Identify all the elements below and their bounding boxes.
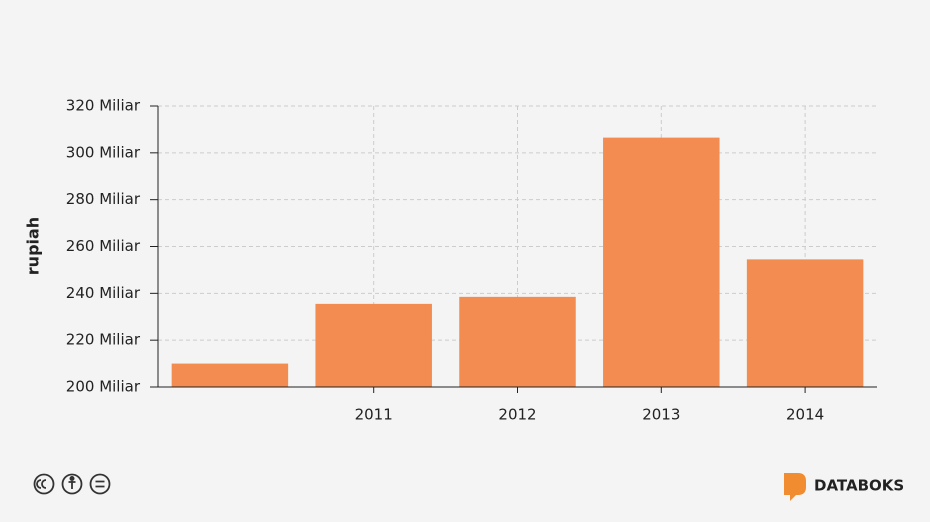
x-tick-label: 2014 (786, 406, 824, 424)
cc-icons (33, 473, 111, 495)
y-axis-label: rupiah (24, 217, 43, 275)
x-tick-label: 2011 (355, 406, 393, 424)
y-tick-label: 260 Miliar (66, 237, 141, 255)
bar (603, 137, 720, 387)
brand-logo (784, 473, 806, 501)
bar (746, 259, 864, 387)
bar (171, 363, 289, 387)
bar (315, 303, 432, 387)
x-tick-label: 2012 (498, 406, 536, 424)
y-tick-label: 220 Miliar (66, 331, 141, 349)
y-tick-label: 240 Miliar (66, 284, 141, 302)
brand-name: DATABOKS (814, 477, 904, 495)
y-tick-label: 200 Miliar (66, 378, 141, 396)
bar (459, 296, 576, 387)
y-tick-label: 300 Miliar (66, 143, 141, 161)
x-tick-label: 2013 (642, 406, 680, 424)
y-tick-label: 280 Miliar (66, 190, 141, 208)
y-tick-label: 320 Miliar (66, 97, 141, 115)
